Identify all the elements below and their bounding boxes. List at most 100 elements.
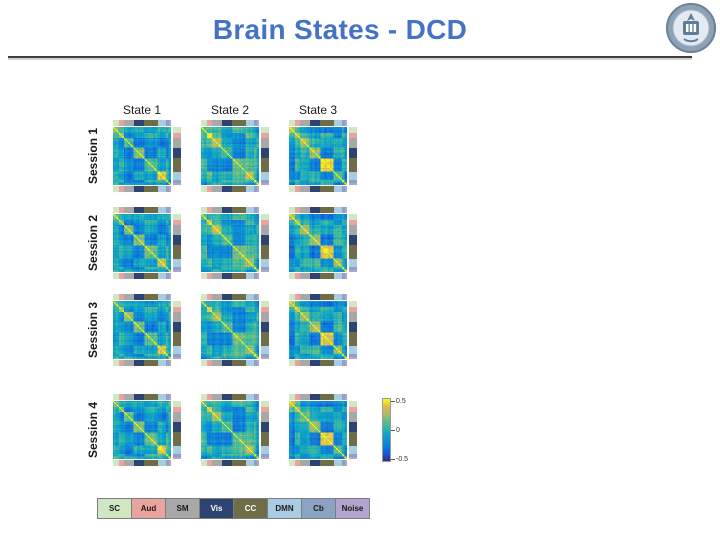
network-segment-vis	[309, 207, 321, 213]
network-segment-vis	[221, 460, 233, 466]
network-segment-cb	[254, 186, 257, 192]
network-color-strip	[113, 294, 172, 300]
network-color-strip	[289, 186, 348, 192]
network-color-strip	[289, 120, 348, 126]
network-segment-cb	[261, 267, 269, 270]
network-segment-dmn	[333, 186, 343, 192]
network-segment-cc	[261, 245, 269, 259]
network-segment-dmn	[333, 360, 343, 366]
network-segment-cb	[342, 394, 345, 400]
network-segment-noise	[256, 207, 260, 213]
network-segment-cc	[261, 158, 269, 172]
network-segment-sc	[113, 273, 120, 279]
network-segment-aud	[119, 186, 124, 192]
network-segment-aud	[295, 120, 300, 126]
network-segment-dmn	[245, 207, 255, 213]
network-segment-sc	[201, 294, 208, 300]
network-segment-sc	[201, 207, 208, 213]
network-color-strip	[201, 394, 260, 400]
network-segment-sm	[261, 311, 269, 322]
network-segment-noise	[349, 182, 357, 186]
network-segment-sm	[299, 394, 310, 400]
network-segment-aud	[119, 460, 124, 466]
connectivity-matrix-heatmap	[113, 401, 171, 459]
network-segment-noise	[261, 269, 269, 273]
network-segment-vis	[133, 360, 145, 366]
network-segment-aud	[349, 220, 357, 225]
row-label-session-2: Session 2	[86, 214, 100, 272]
network-segment-sm	[211, 273, 222, 279]
network-segment-cb	[342, 460, 345, 466]
network-segment-sc	[201, 394, 208, 400]
network-segment-noise	[344, 460, 348, 466]
network-segment-cb	[254, 460, 257, 466]
network-segment-cc	[232, 186, 246, 192]
network-segment-cc	[320, 120, 334, 126]
network-segment-cb	[349, 180, 357, 183]
network-segment-sc	[349, 214, 357, 221]
network-segment-vis	[261, 421, 269, 433]
network-segment-vis	[221, 120, 233, 126]
legend-item-dmn: DMN	[267, 498, 302, 519]
network-segment-vis	[261, 321, 269, 333]
matrix-cell-session2-state1	[113, 207, 181, 279]
network-segment-sm	[211, 394, 222, 400]
network-segment-dmn	[157, 273, 167, 279]
network-segment-cb	[173, 354, 181, 357]
network-segment-cb	[166, 120, 169, 126]
network-segment-dmn	[333, 273, 343, 279]
network-segment-aud	[119, 360, 124, 366]
network-segment-sc	[173, 401, 181, 408]
connectivity-matrix-heatmap	[201, 301, 259, 359]
network-segment-noise	[344, 120, 348, 126]
network-segment-aud	[207, 294, 212, 300]
network-color-strip-right	[261, 214, 269, 273]
network-color-strip	[289, 360, 348, 366]
column-header-state-1: State 1	[122, 103, 162, 117]
network-segment-cc	[144, 207, 158, 213]
network-segment-dmn	[157, 294, 167, 300]
network-segment-noise	[349, 456, 357, 460]
network-segment-cc	[144, 460, 158, 466]
legend-item-noise: Noise	[335, 498, 370, 519]
network-segment-sc	[173, 301, 181, 308]
network-segment-aud	[207, 207, 212, 213]
legend-item-sc: SC	[97, 498, 132, 519]
network-segment-aud	[349, 307, 357, 312]
network-segment-cb	[349, 354, 357, 357]
network-segment-aud	[207, 273, 212, 279]
network-segment-vis	[221, 360, 233, 366]
network-segment-sm	[349, 311, 357, 322]
network-segment-sm	[349, 411, 357, 422]
network-segment-sc	[289, 460, 296, 466]
legend-item-aud: Aud	[131, 498, 166, 519]
network-segment-sm	[299, 120, 310, 126]
network-color-strip-right	[173, 401, 181, 460]
network-segment-cc	[173, 158, 181, 172]
network-segment-vis	[309, 360, 321, 366]
network-segment-cb	[349, 454, 357, 457]
network-segment-cc	[320, 273, 334, 279]
network-segment-noise	[168, 186, 172, 192]
network-segment-dmn	[261, 445, 269, 455]
connectivity-matrix-heatmap	[289, 214, 347, 272]
network-segment-cc	[261, 332, 269, 346]
title-underline	[8, 56, 692, 58]
network-segment-cc	[232, 360, 246, 366]
network-color-strip-right	[173, 127, 181, 186]
network-segment-aud	[295, 360, 300, 366]
legend-item-vis: Vis	[199, 498, 234, 519]
network-color-strip-right	[173, 214, 181, 273]
network-segment-cc	[320, 207, 334, 213]
network-legend: SC Aud SM Vis CC DMN Cb Noise	[97, 498, 370, 519]
matrix-cell-session1-state1	[113, 120, 181, 192]
network-segment-sm	[349, 224, 357, 235]
network-segment-cc	[144, 120, 158, 126]
slide-title: Brain States - DCD	[212, 14, 468, 45]
network-segment-cb	[342, 360, 345, 366]
network-color-strip	[113, 360, 172, 366]
network-segment-cc	[173, 332, 181, 346]
network-segment-aud	[207, 460, 212, 466]
network-segment-aud	[261, 407, 269, 412]
network-segment-cb	[173, 454, 181, 457]
